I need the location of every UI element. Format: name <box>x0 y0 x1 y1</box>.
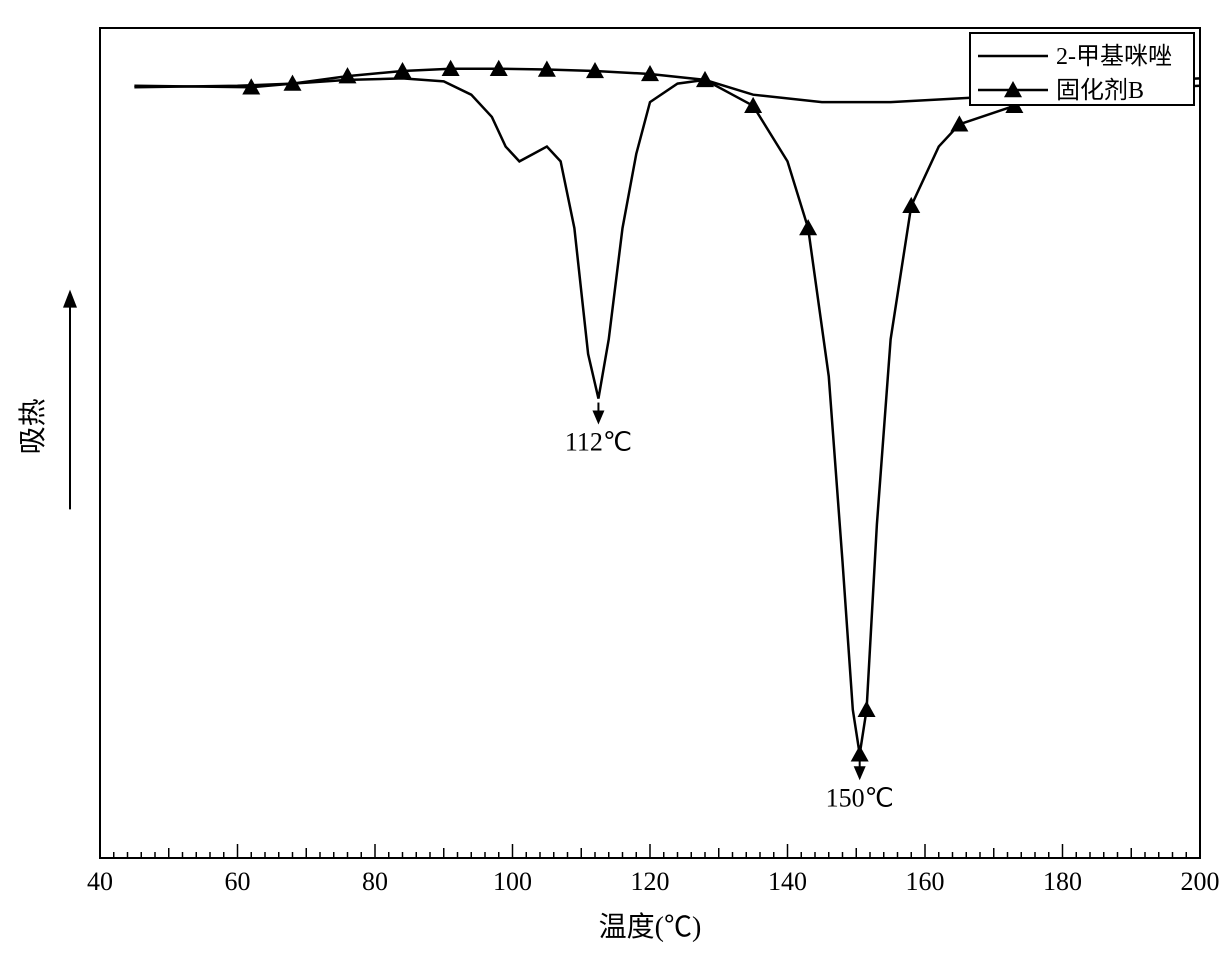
peak-annotation: 150℃ <box>826 783 894 812</box>
x-tick-label: 60 <box>225 867 251 896</box>
x-tick-label: 120 <box>631 867 670 896</box>
legend-label: 固化剂B <box>1056 77 1144 104</box>
x-tick-label: 80 <box>362 867 388 896</box>
x-tick-label: 140 <box>768 867 807 896</box>
x-tick-label: 200 <box>1181 867 1220 896</box>
dsc-chart: 40 60 80 100 120 140 160 180 200 温度(℃) 吸热 112℃ 150℃ 2… <box>0 0 1231 964</box>
x-axis-label: 温度(℃) <box>599 911 702 943</box>
x-tick-label: 160 <box>906 867 945 896</box>
x-tick-label: 100 <box>493 867 532 896</box>
x-tick-label: 180 <box>1043 867 1082 896</box>
peak-annotation: 112℃ <box>565 428 632 457</box>
y-axis-label: 吸热 <box>17 398 49 454</box>
legend-label: 2-甲基咪唑 <box>1056 43 1172 70</box>
x-tick-label: 40 <box>87 867 113 896</box>
